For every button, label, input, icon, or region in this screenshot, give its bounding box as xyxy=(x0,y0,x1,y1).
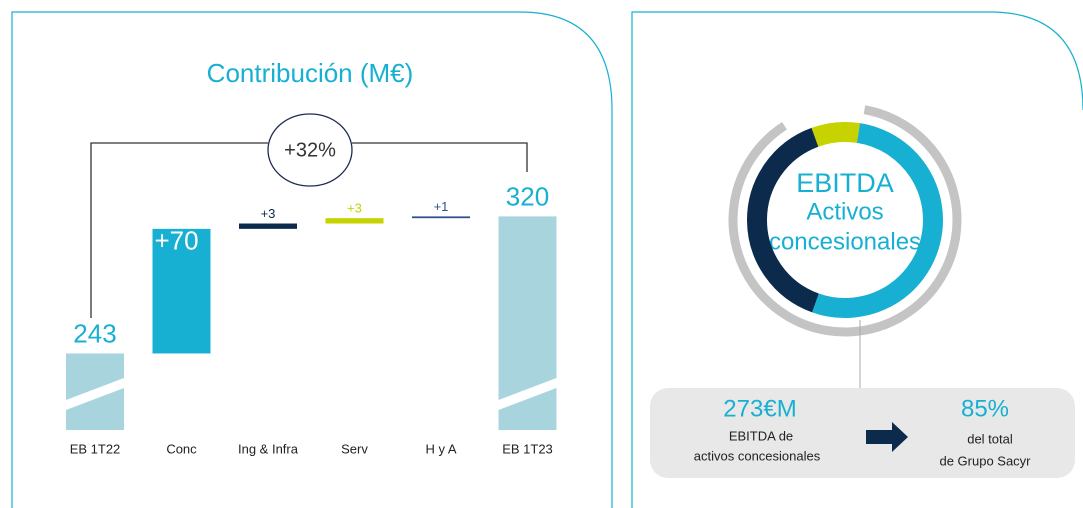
bar xyxy=(412,216,470,219)
summary-box xyxy=(650,388,1075,478)
x-tick-label: H y A xyxy=(425,441,456,456)
summary-text: del total xyxy=(967,431,1013,446)
x-tick-label: Ing & Infra xyxy=(238,441,299,456)
value-label: +3 xyxy=(261,206,276,221)
axis-break xyxy=(498,378,557,410)
donut-segment xyxy=(747,127,820,313)
x-tick-label: EB 1T22 xyxy=(70,441,121,456)
x-tick-label: Serv xyxy=(341,441,368,456)
donut-title: Activos xyxy=(806,198,883,225)
bar xyxy=(239,223,297,229)
value-label: +1 xyxy=(434,199,449,214)
left-panel-border xyxy=(11,11,613,508)
summary-value: 273€M xyxy=(723,395,796,422)
axis-break xyxy=(66,378,124,410)
value-label: +3 xyxy=(347,201,362,216)
summary-text: EBITDA de xyxy=(729,428,793,443)
summary-text: activos concesionales xyxy=(694,448,821,463)
summary-text: de Grupo Sacyr xyxy=(939,453,1031,468)
donut-title: EBITDA xyxy=(796,168,894,198)
value-label: 320 xyxy=(506,181,549,211)
donut-title: concesionales xyxy=(769,228,921,255)
x-tick-label: Conc xyxy=(166,441,197,456)
donut-segment xyxy=(812,123,943,318)
outer-ring xyxy=(728,103,962,337)
x-tick-label: EB 1T23 xyxy=(502,441,553,456)
value-label: +70 xyxy=(155,226,199,256)
chart-title: Contribución (M€) xyxy=(207,58,414,88)
right-panel-border xyxy=(631,11,1083,508)
summary-value: 85% xyxy=(961,395,1009,422)
arrow xyxy=(866,422,908,452)
donut-segment xyxy=(811,122,860,147)
growth-circle xyxy=(267,113,353,187)
value-label: 243 xyxy=(73,318,116,348)
bar xyxy=(325,218,384,224)
growth-bracket xyxy=(90,142,528,318)
growth-label: +32% xyxy=(284,139,336,161)
bar xyxy=(152,228,211,354)
